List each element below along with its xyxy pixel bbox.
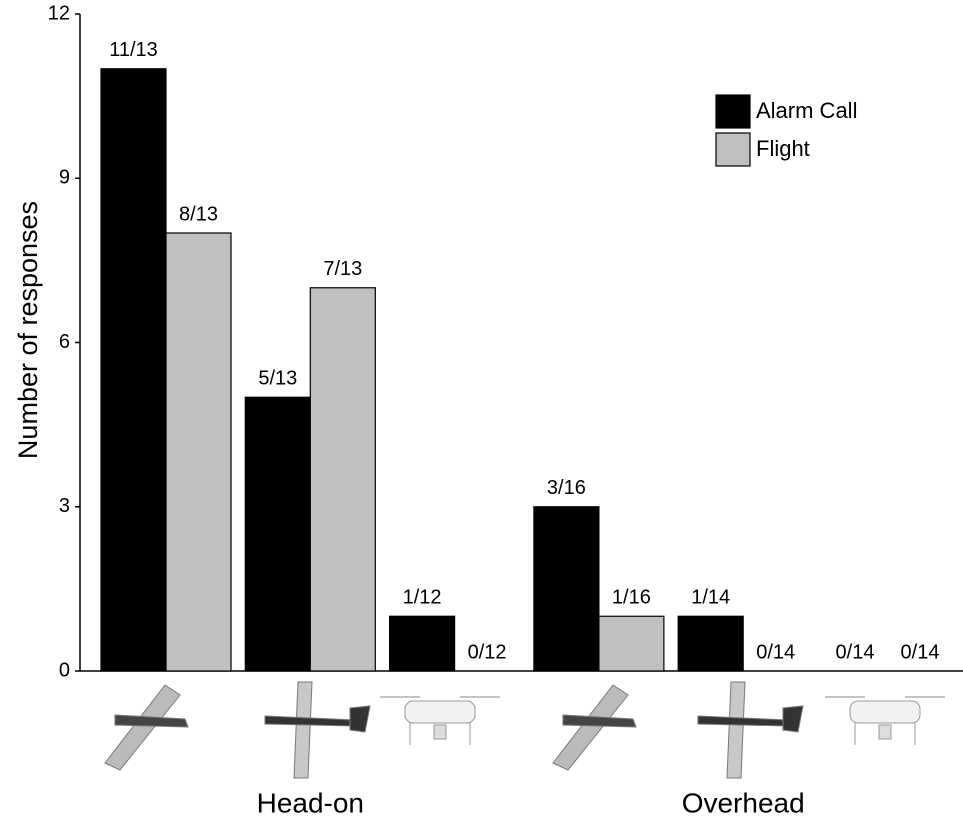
bar — [166, 233, 231, 671]
legend-label: Flight — [756, 136, 810, 161]
bar — [678, 616, 743, 671]
value-label: 11/13 — [109, 39, 158, 61]
plane-icon — [698, 682, 803, 778]
bar — [101, 69, 166, 671]
drone-icon — [380, 697, 500, 745]
bar — [310, 288, 375, 671]
group-label: Head-on — [257, 787, 364, 818]
y-tick-label: 12 — [48, 2, 70, 24]
y-axis-title: Number of responses — [13, 201, 43, 459]
bird-icon — [105, 685, 188, 770]
group-label: Overhead — [682, 787, 805, 818]
value-label: 1/14 — [691, 587, 730, 609]
value-label: 8/13 — [179, 203, 218, 225]
y-tick-label: 0 — [59, 659, 70, 681]
legend-label: Alarm Call — [756, 98, 857, 123]
value-label: 1/12 — [403, 587, 442, 609]
y-tick-label: 6 — [59, 331, 70, 353]
chart: Number of responses — [0, 0, 963, 819]
bar — [390, 616, 455, 671]
bar — [534, 507, 599, 671]
value-label: 7/13 — [323, 258, 362, 280]
value-label: 3/16 — [547, 477, 586, 499]
legend-swatch — [716, 133, 750, 166]
y-tick-label: 9 — [59, 167, 70, 189]
plane-icon — [265, 682, 370, 778]
value-label: 5/13 — [258, 368, 297, 390]
bar — [245, 397, 310, 671]
legend-swatch — [716, 95, 750, 128]
y-tick-label: 3 — [59, 495, 70, 517]
icons — [105, 682, 945, 778]
page: {"chart_data": {"type": "bar", "ylabel":… — [0, 0, 963, 819]
value-label: 0/14 — [756, 641, 795, 663]
bar — [599, 616, 664, 671]
value-label: 0/12 — [468, 641, 507, 663]
drone-icon — [825, 697, 945, 745]
value-label: 0/14 — [901, 641, 940, 663]
bird-icon — [553, 685, 636, 770]
value-label: 0/14 — [836, 641, 875, 663]
value-label: 1/16 — [612, 587, 651, 609]
